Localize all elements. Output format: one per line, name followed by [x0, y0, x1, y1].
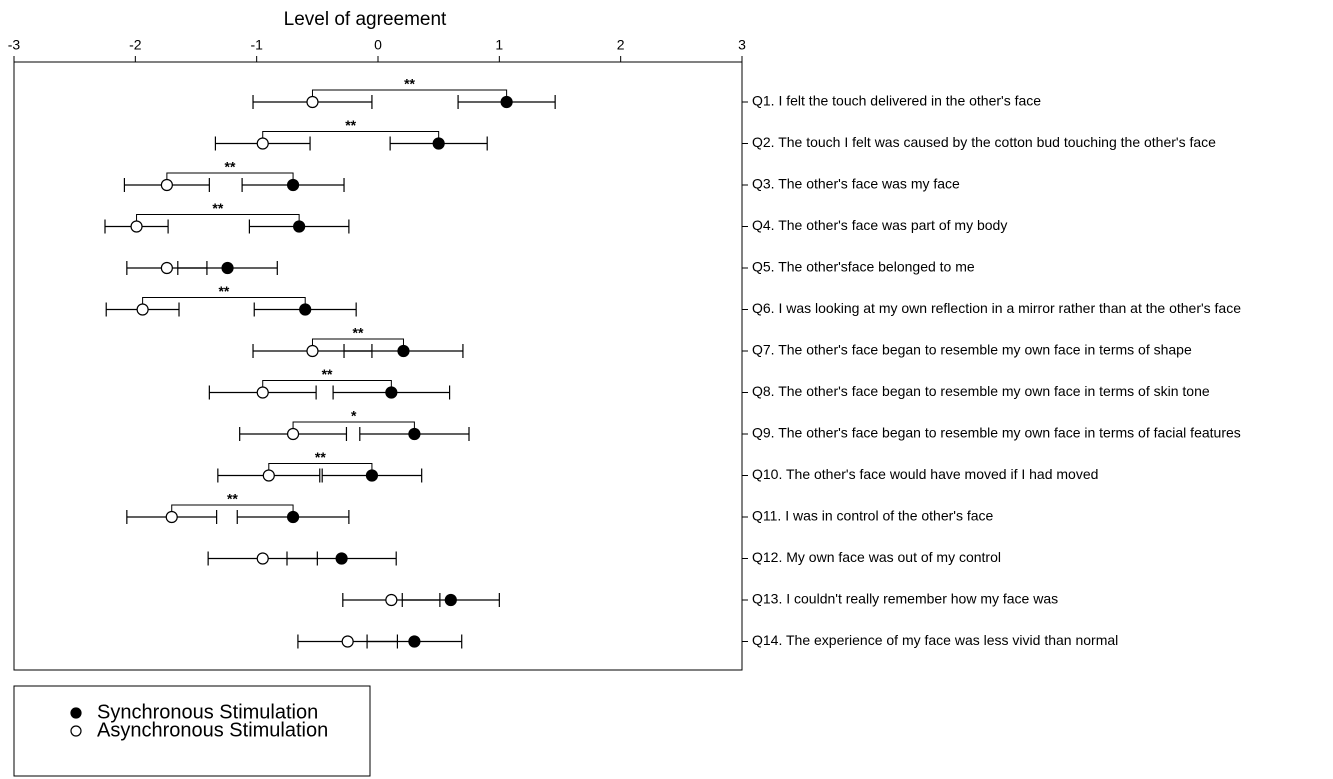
x-tick-label: -2 — [129, 37, 142, 53]
data-point — [408, 427, 421, 441]
significance-bracket — [268, 463, 373, 471]
significance-label: ** — [322, 366, 333, 382]
data-point — [293, 220, 306, 233]
significance-label: ** — [315, 449, 326, 465]
significance-label: ** — [345, 117, 356, 133]
data-point — [335, 552, 348, 565]
category-label: Q11. I was in control of the other's fac… — [752, 508, 994, 524]
data-point — [130, 220, 143, 233]
data-point — [408, 635, 421, 648]
data-point — [256, 552, 269, 565]
data-point — [341, 635, 354, 648]
category-label: Q7. The other's face began to resemble m… — [752, 342, 1192, 358]
category-label: Q2. The touch I felt was caused by the c… — [752, 134, 1216, 150]
category-label: Q3. The other's face was my face — [752, 176, 960, 192]
data-point — [432, 137, 445, 150]
category-label: Q5. The other'sface belonged to me — [752, 259, 975, 275]
category-label: Q13. I couldn't really remember how my f… — [752, 591, 1058, 607]
data-point — [221, 261, 234, 275]
data-point — [286, 510, 300, 524]
significance-bracket — [292, 421, 415, 429]
data-point — [286, 427, 300, 441]
data-point — [306, 344, 319, 358]
x-tick-label: -1 — [250, 37, 263, 53]
x-tick-label: 2 — [617, 37, 625, 53]
data-point — [165, 510, 178, 524]
significance-bracket — [311, 89, 508, 97]
data-point — [256, 386, 269, 399]
data-point — [160, 261, 173, 275]
significance-bracket — [136, 214, 300, 222]
plot-frame — [13, 61, 743, 671]
significance-label: ** — [404, 76, 415, 92]
significance-bracket — [171, 504, 294, 512]
data-point — [256, 137, 269, 150]
significance-bracket — [166, 172, 294, 180]
category-label: Q8. The other's face began to resemble m… — [752, 383, 1210, 399]
data-point — [365, 469, 379, 482]
x-tick-label: 1 — [495, 37, 503, 53]
category-label: Q9. The other's face began to resemble m… — [752, 425, 1241, 441]
significance-label: ** — [218, 283, 229, 299]
category-label: Q10. The other's face would have moved i… — [752, 466, 1098, 482]
x-tick-label: 0 — [374, 37, 382, 53]
legend-label: Synchronous Stimulation — [97, 701, 318, 723]
data-point — [306, 95, 319, 109]
data-point — [500, 95, 513, 109]
significance-bracket — [311, 338, 404, 346]
significance-label: ** — [212, 200, 223, 216]
data-point — [286, 178, 300, 192]
significance-bracket — [142, 297, 306, 305]
significance-label: ** — [227, 491, 238, 507]
significance-label: * — [351, 408, 357, 424]
category-label: Q4. The other's face was part of my body — [752, 217, 1007, 233]
data-point — [444, 593, 457, 607]
category-label: Q12. My own face was out of my control — [752, 549, 1001, 565]
significance-bracket — [262, 131, 440, 139]
chart-title: Level of agreement — [284, 9, 447, 30]
data-point — [385, 386, 398, 399]
data-point — [385, 593, 398, 607]
x-tick-label: 3 — [738, 37, 746, 53]
data-point — [299, 303, 312, 316]
data-point — [262, 469, 275, 482]
data-point — [160, 178, 173, 192]
data-point — [397, 344, 410, 358]
significance-label: ** — [353, 325, 364, 341]
category-label: Q6. I was looking at my own reflection i… — [752, 300, 1241, 316]
data-point — [136, 303, 149, 316]
legend-label: Asynchronous Stimulation — [97, 719, 328, 741]
category-label: Q14. The experience of my face was less … — [752, 632, 1118, 648]
category-label: Q1. I felt the touch delivered in the ot… — [752, 93, 1041, 109]
significance-label: ** — [225, 159, 236, 175]
legend-marker — [70, 725, 82, 737]
legend-marker — [70, 707, 82, 719]
x-tick-label: -3 — [8, 37, 21, 53]
significance-bracket — [262, 380, 392, 388]
